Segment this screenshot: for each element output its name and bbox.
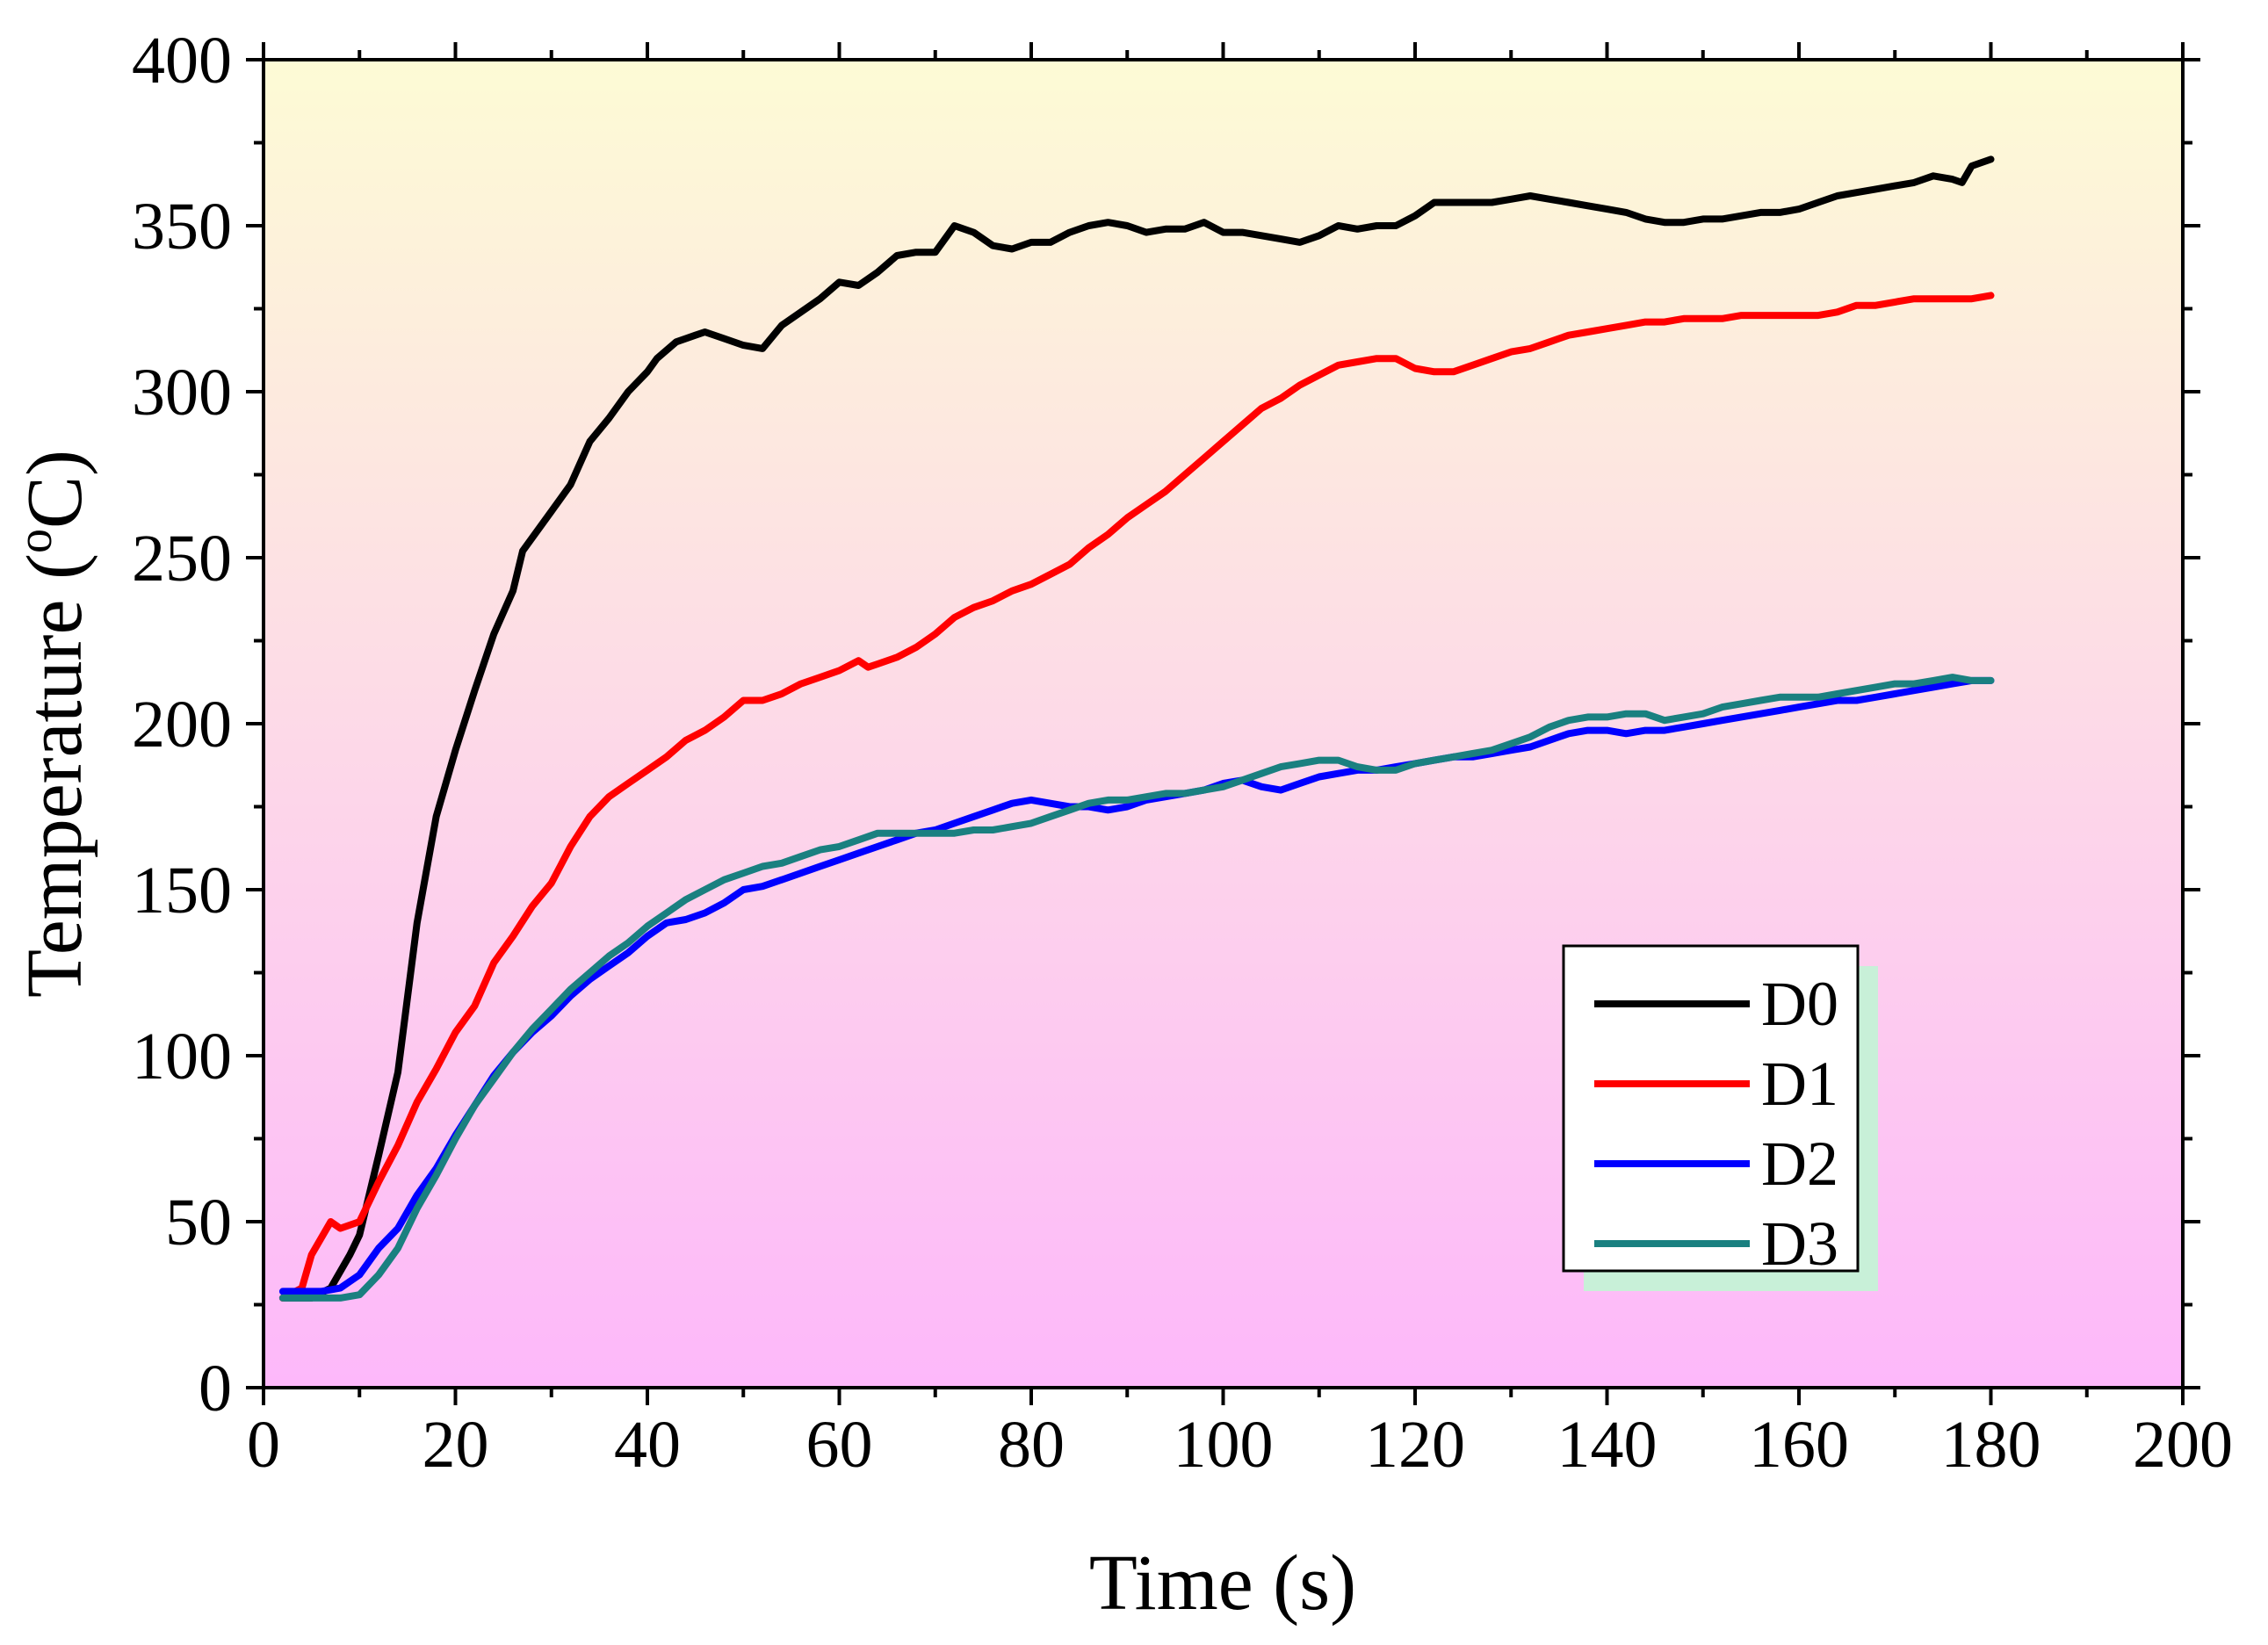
legend-label-d1: D1 — [1761, 1049, 1838, 1119]
y-tick-label: 350 — [132, 190, 232, 263]
x-tick-label: 180 — [1941, 1408, 2041, 1482]
series-line-d3 — [278, 674, 1995, 1302]
legend-label-d0: D0 — [1761, 969, 1838, 1039]
y-tick-label: 200 — [132, 688, 232, 761]
x-tick-label: 160 — [1749, 1408, 1849, 1482]
y-tick-label: 400 — [132, 24, 232, 97]
y-axis-title: Temperature (oC) — [8, 450, 98, 998]
legend-entries: D0 D1 D2 D3 — [1594, 969, 1838, 1279]
x-tick-label: 140 — [1557, 1408, 1658, 1482]
y-tick-label: 50 — [165, 1186, 232, 1259]
x-tick-label: 200 — [2133, 1408, 2233, 1482]
y-axis-title-superscript: o — [8, 529, 62, 553]
y-tick-label: 150 — [132, 854, 232, 927]
y-tick-label: 250 — [132, 522, 232, 595]
x-tick-label: 100 — [1174, 1408, 1274, 1482]
plot-background — [264, 60, 2183, 1388]
ticks-layer — [246, 42, 2200, 1405]
series-line-d1 — [278, 292, 1995, 1302]
series-line-d0 — [278, 155, 1995, 1302]
x-tick-label: 20 — [423, 1408, 489, 1482]
x-axis-title: Time (s) — [1089, 1540, 1356, 1627]
x-tick-label: 60 — [806, 1408, 873, 1482]
y-axis-title-tail: C) — [11, 450, 98, 529]
series-layer — [278, 155, 1995, 1302]
y-tick-label: 300 — [132, 356, 232, 429]
legend-label-d3: D3 — [1761, 1208, 1838, 1279]
x-tick-label: 40 — [614, 1408, 681, 1482]
legend: D0 D1 D2 D3 — [1562, 944, 1878, 1291]
legend-label-d2: D2 — [1761, 1129, 1838, 1199]
x-tick-label: 80 — [998, 1408, 1065, 1482]
x-tick-label: 0 — [247, 1408, 280, 1482]
x-tick-label: 120 — [1365, 1408, 1465, 1482]
tick-labels-layer: 0 20 40 60 80 100 120 140 160 180 200 0 50 100 150 200 2… — [132, 24, 2233, 1482]
series-line-d2 — [278, 676, 1995, 1295]
y-tick-label: 0 — [199, 1352, 232, 1425]
y-axis-title-main: Temperature ( — [11, 553, 98, 998]
y-tick-label: 100 — [132, 1020, 232, 1093]
legend-box — [1562, 944, 1860, 1273]
